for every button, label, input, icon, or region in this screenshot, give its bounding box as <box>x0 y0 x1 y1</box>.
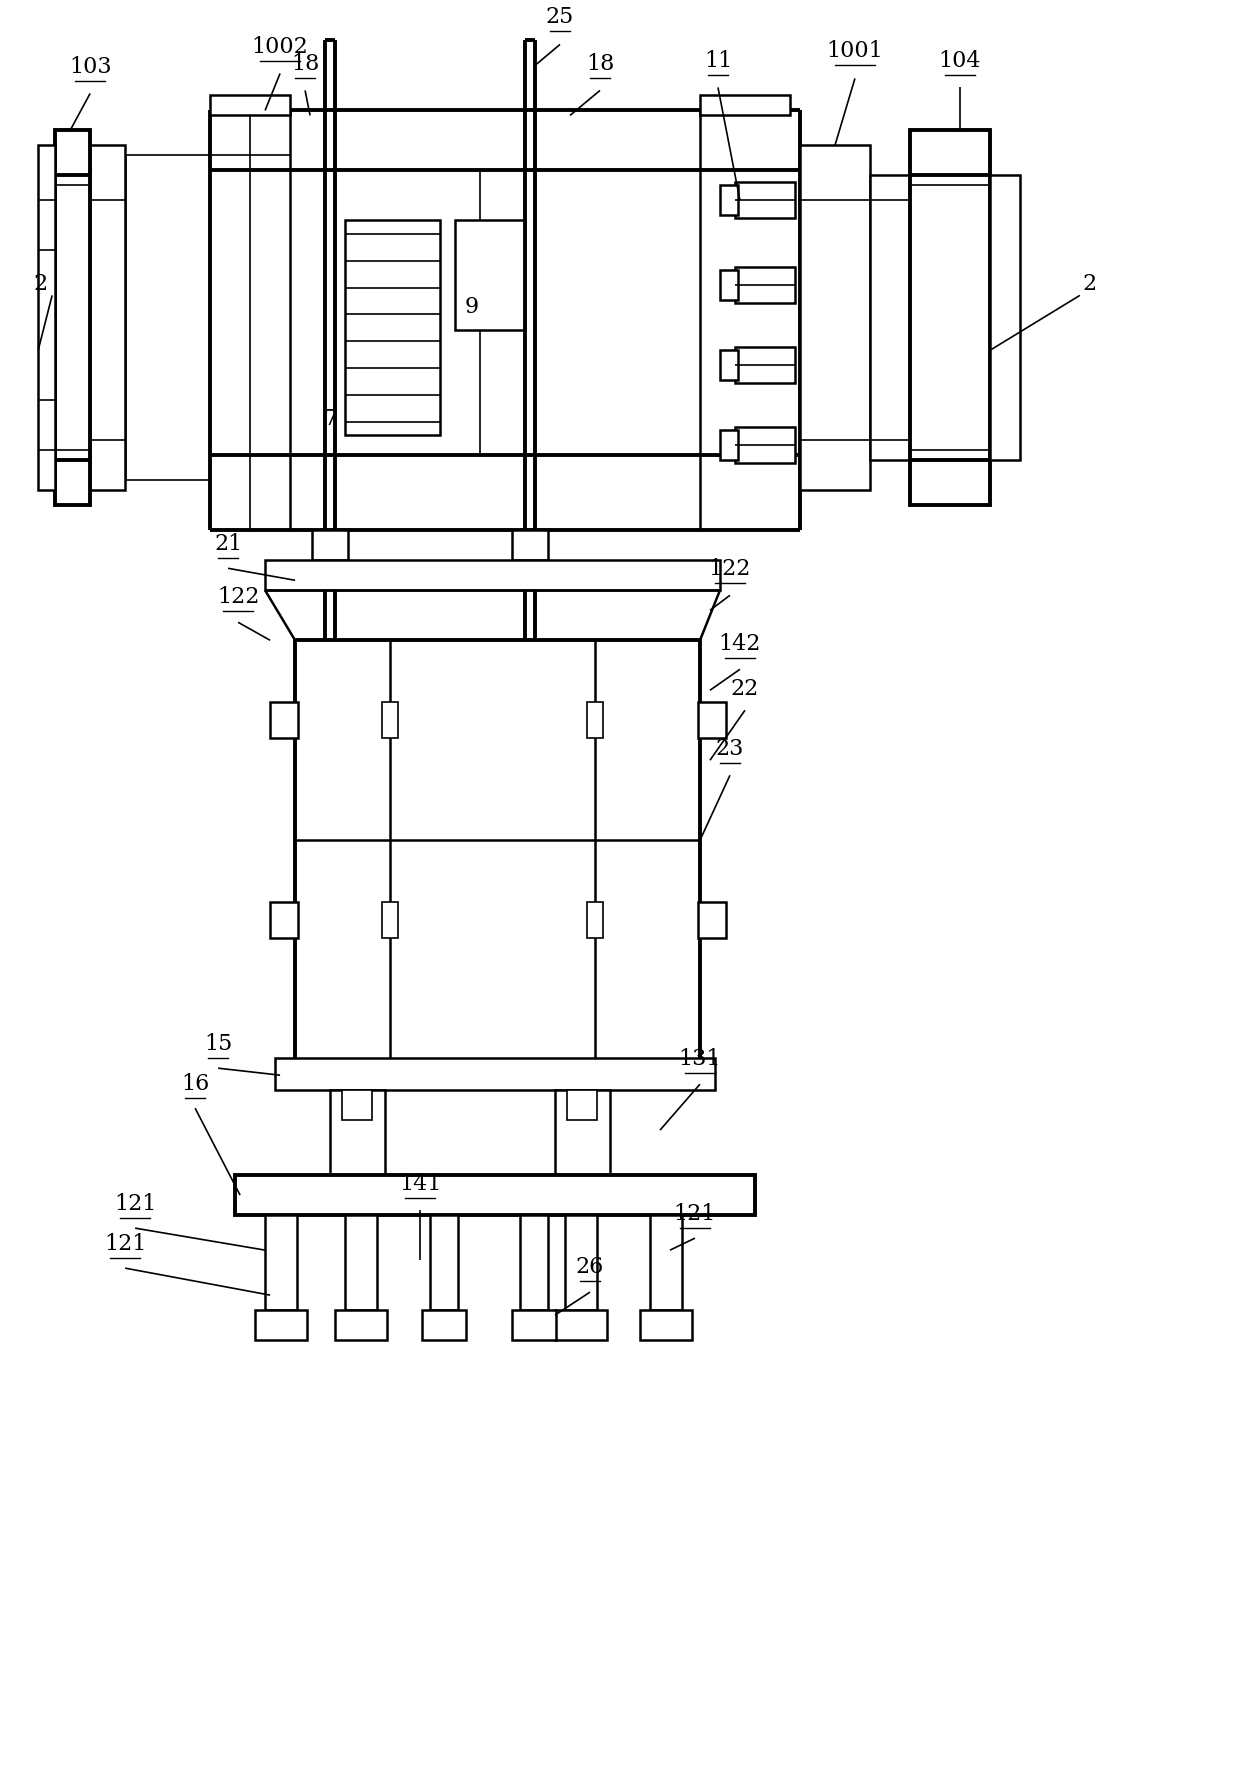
Text: 1001: 1001 <box>827 41 883 62</box>
Text: 122: 122 <box>217 587 259 608</box>
Text: 22: 22 <box>730 679 759 700</box>
Bar <box>520 1216 548 1310</box>
Bar <box>382 702 398 739</box>
Text: 21: 21 <box>215 533 242 555</box>
Bar <box>720 431 738 461</box>
Bar <box>312 530 348 560</box>
Bar <box>512 530 548 560</box>
Bar <box>567 1090 596 1120</box>
Bar <box>556 1310 608 1340</box>
Bar <box>210 96 290 115</box>
Bar <box>270 702 298 739</box>
Bar <box>422 1310 466 1340</box>
Bar <box>735 427 795 462</box>
Text: 26: 26 <box>575 1256 604 1278</box>
Bar <box>512 1310 556 1340</box>
Text: 141: 141 <box>399 1173 441 1194</box>
Bar <box>265 560 720 590</box>
Bar <box>38 145 55 491</box>
Text: 2: 2 <box>1083 273 1097 296</box>
Bar <box>345 1216 377 1310</box>
Bar <box>735 347 795 383</box>
Text: 1002: 1002 <box>252 37 309 58</box>
Bar <box>910 131 990 505</box>
Bar <box>701 96 790 115</box>
Bar <box>720 271 738 301</box>
Text: 142: 142 <box>719 633 761 656</box>
Bar <box>587 902 603 937</box>
Bar <box>295 640 701 1060</box>
Bar <box>236 1175 755 1216</box>
Text: 25: 25 <box>546 7 574 28</box>
Text: 2: 2 <box>33 273 47 296</box>
Bar <box>275 1058 715 1090</box>
Text: 18: 18 <box>585 53 614 76</box>
Text: 11: 11 <box>704 50 732 73</box>
Text: 23: 23 <box>715 739 744 760</box>
Text: 16: 16 <box>181 1074 210 1095</box>
Text: 121: 121 <box>114 1193 156 1216</box>
Text: 9: 9 <box>465 296 479 319</box>
Bar <box>382 902 398 937</box>
Bar <box>587 702 603 739</box>
Text: 131: 131 <box>678 1049 722 1070</box>
Text: 7: 7 <box>322 408 337 431</box>
Text: 18: 18 <box>291 53 319 76</box>
Bar <box>735 183 795 218</box>
Text: 103: 103 <box>68 57 112 78</box>
Bar <box>335 1310 387 1340</box>
Bar <box>650 1216 682 1310</box>
Text: 122: 122 <box>709 558 751 579</box>
Text: 121: 121 <box>673 1203 717 1224</box>
Bar <box>342 1090 372 1120</box>
Bar <box>345 220 440 436</box>
Bar <box>640 1310 692 1340</box>
Bar <box>455 220 525 330</box>
Bar <box>91 145 125 491</box>
Bar <box>870 175 910 461</box>
Bar <box>55 131 91 505</box>
Bar <box>430 1216 458 1310</box>
Bar <box>720 186 738 216</box>
Bar <box>698 902 725 937</box>
Bar <box>735 268 795 303</box>
Bar <box>565 1216 596 1310</box>
Text: 104: 104 <box>939 50 981 73</box>
Bar <box>990 175 1021 461</box>
Text: 15: 15 <box>203 1033 232 1054</box>
Bar <box>720 351 738 381</box>
Bar <box>330 1090 386 1175</box>
Bar <box>800 145 870 491</box>
Bar <box>265 1216 298 1310</box>
Bar <box>556 1090 610 1175</box>
Bar <box>270 902 298 937</box>
Text: 121: 121 <box>104 1233 146 1255</box>
Bar <box>255 1310 308 1340</box>
Bar <box>698 702 725 739</box>
